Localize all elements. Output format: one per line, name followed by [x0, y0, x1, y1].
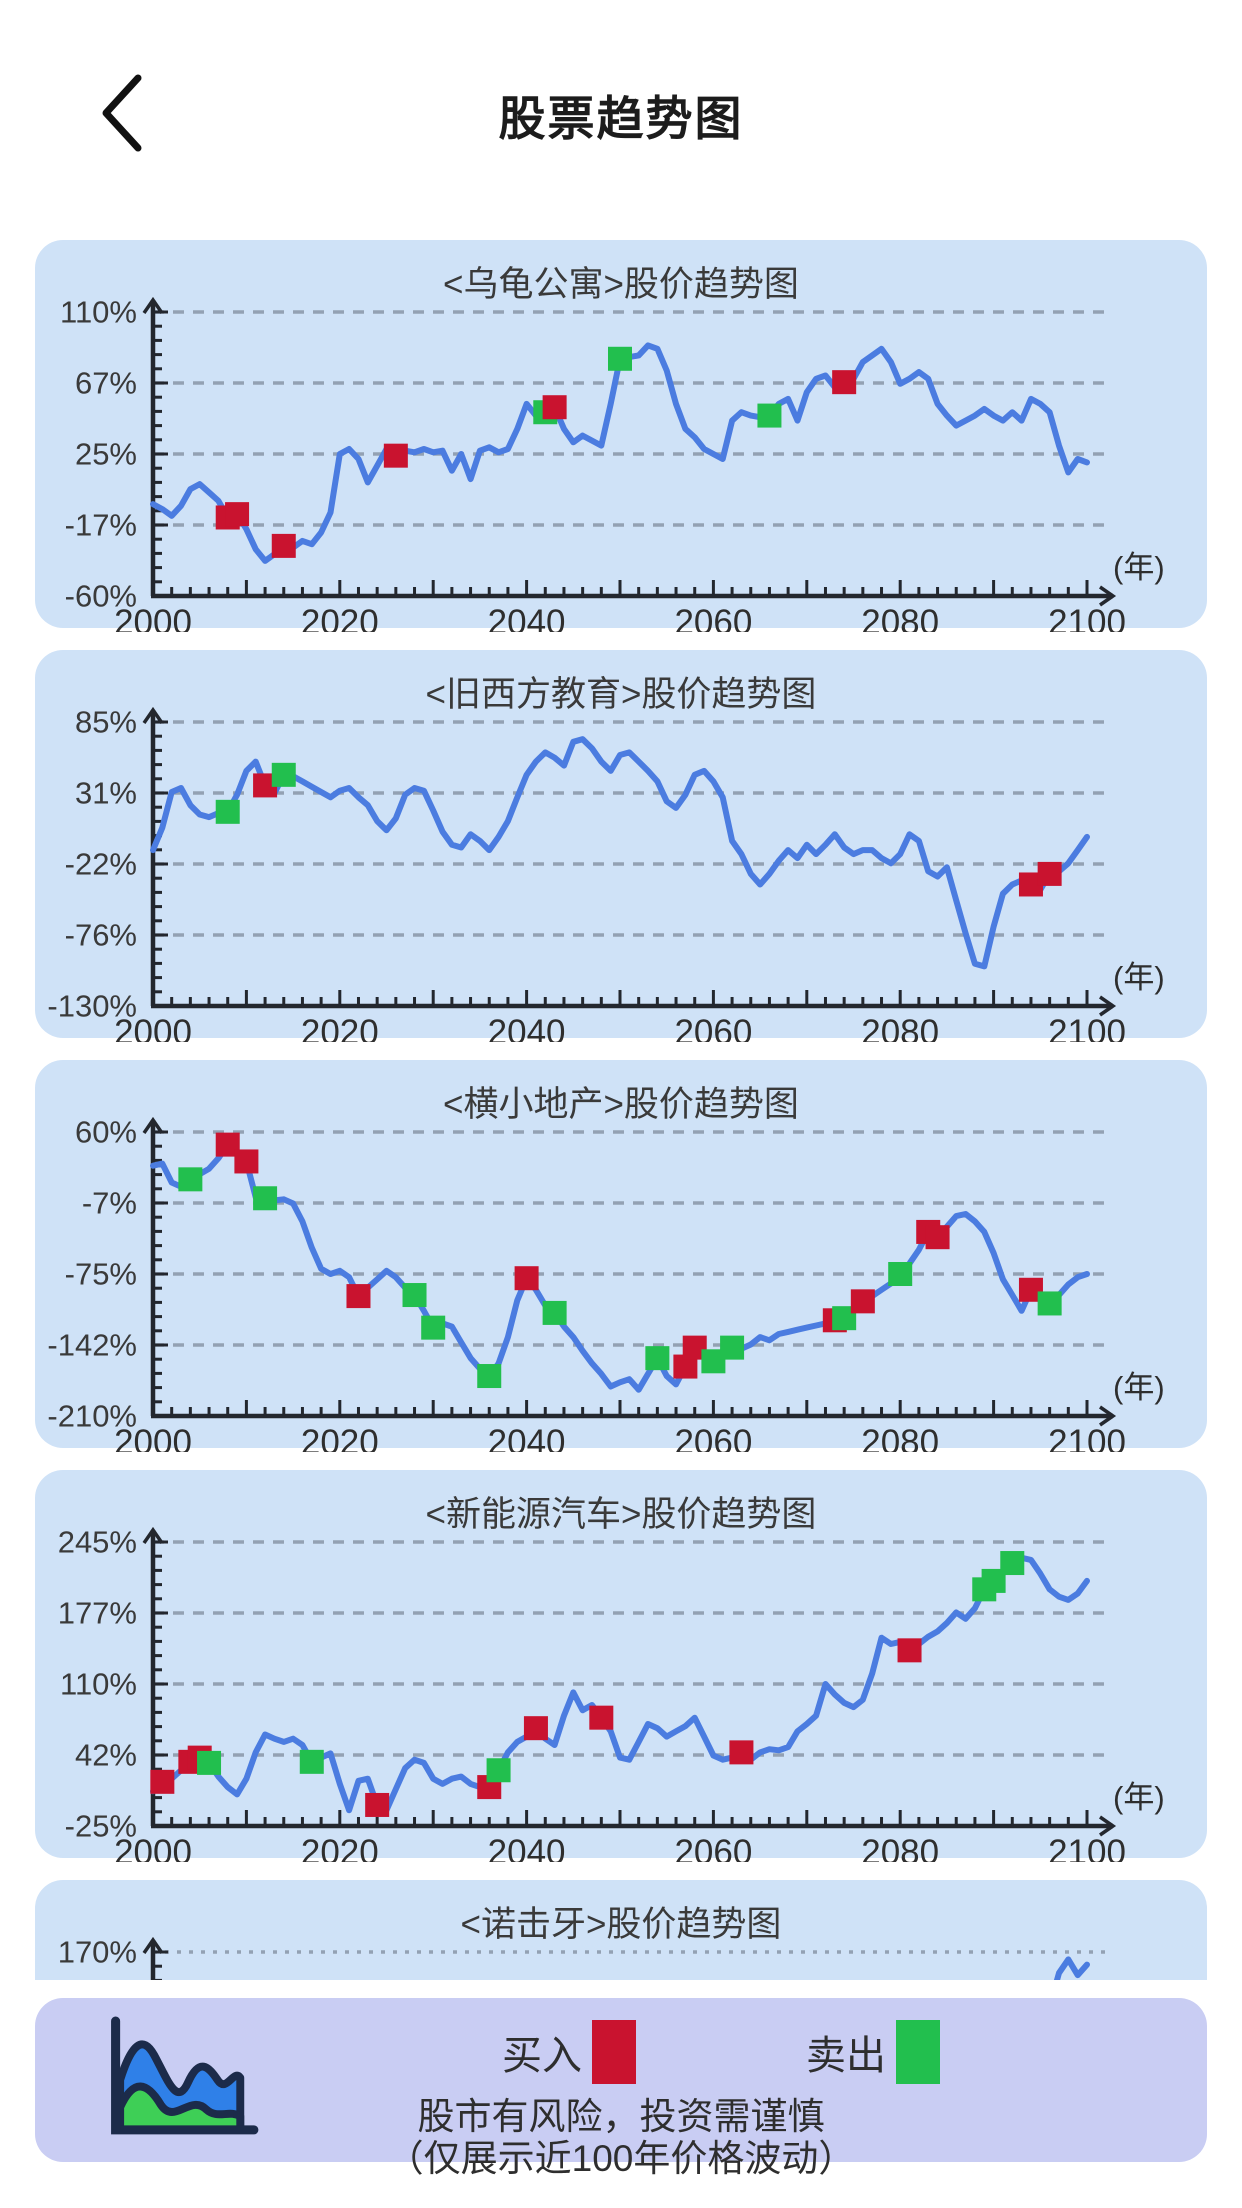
- svg-text:-22%: -22%: [65, 847, 137, 882]
- svg-text:170%: 170%: [58, 1936, 137, 1970]
- stock-trend-chart: 245% 177% 110% 42% -25%2000 2020 2040 2060 2080 2…: [58, 1526, 1165, 1862]
- svg-text:2020: 2020: [301, 1423, 379, 1452]
- legend-sell: 卖出: [806, 2020, 940, 2084]
- svg-text:2100: 2100: [1048, 603, 1126, 632]
- svg-text:(年): (年): [1113, 550, 1165, 585]
- buy-label: 买入: [502, 2034, 582, 2078]
- svg-text:2100: 2100: [1048, 1423, 1126, 1452]
- svg-text:2040: 2040: [488, 1833, 566, 1862]
- svg-text:31%: 31%: [75, 776, 137, 811]
- svg-text:2020: 2020: [301, 1013, 379, 1042]
- chart-title: <乌龟公寓>股价趋势图: [443, 265, 799, 304]
- svg-text:(年): (年): [1113, 1780, 1165, 1815]
- svg-text:2100: 2100: [1048, 1833, 1126, 1862]
- chart-card-xinnengyuan: <新能源汽车>股价趋势图 245% 177% 110% 42% -25% 2000 2020…: [35, 1470, 1207, 1862]
- sell-label: 卖出: [806, 2034, 886, 2078]
- chart-title: <横小地产>股价趋势图: [443, 1085, 799, 1124]
- legend-row: 买入 卖出: [275, 2020, 1167, 2084]
- svg-text:2080: 2080: [861, 603, 939, 632]
- svg-text:-17%: -17%: [65, 508, 137, 543]
- legend-buy: 买入: [502, 2020, 636, 2084]
- range-note: （仅展示近100年价格波动）: [386, 2138, 856, 2179]
- svg-text:2040: 2040: [488, 1423, 566, 1452]
- svg-text:2060: 2060: [674, 603, 752, 632]
- svg-text:85%: 85%: [75, 706, 137, 740]
- svg-text:2060: 2060: [674, 1013, 752, 1042]
- chart-card-jiuxifang: <旧西方教育>股价趋势图 85% 31% -22% -76% -130% 2000 2020…: [35, 650, 1207, 1042]
- svg-text:(年): (年): [1113, 960, 1165, 995]
- svg-text:110%: 110%: [60, 296, 137, 330]
- risk-disclaimer: 股市有风险，投资需谨慎: [417, 2096, 825, 2137]
- svg-text:2040: 2040: [488, 1013, 566, 1042]
- back-button[interactable]: [92, 70, 152, 156]
- svg-text:67%: 67%: [75, 366, 137, 401]
- svg-text:2000: 2000: [114, 1833, 192, 1862]
- page-title: 股票趋势图: [498, 92, 744, 145]
- sell-color-swatch: [896, 2020, 940, 2084]
- chart-card-hengxiao: <横小地产>股价趋势图 60% -7% -75% -142% -210% 2000 2020…: [35, 1060, 1207, 1452]
- chart-title: <诺击牙>股价趋势图: [460, 1905, 782, 1944]
- svg-text:2060: 2060: [674, 1423, 752, 1452]
- svg-text:2100: 2100: [1048, 1013, 1126, 1042]
- svg-text:177%: 177%: [58, 1596, 137, 1631]
- buy-color-swatch: [592, 2020, 636, 2084]
- svg-text:(年): (年): [1113, 1370, 1165, 1405]
- svg-text:2080: 2080: [861, 1013, 939, 1042]
- svg-text:-76%: -76%: [65, 918, 137, 953]
- svg-text:-25%: -25%: [65, 1809, 137, 1844]
- svg-text:2020: 2020: [301, 603, 379, 632]
- svg-text:2000: 2000: [114, 603, 192, 632]
- chevron-left-icon: [102, 74, 142, 152]
- svg-text:2040: 2040: [488, 603, 566, 632]
- svg-text:245%: 245%: [58, 1526, 137, 1560]
- svg-text:60%: 60%: [75, 1116, 137, 1150]
- svg-text:25%: 25%: [75, 437, 137, 472]
- area-chart-icon: [111, 2016, 259, 2135]
- stock-trend-chart: 110% 67% 25% -17% -60%2000 2020 2040 2060 2080 21…: [60, 296, 1165, 632]
- svg-text:-75%: -75%: [65, 1257, 137, 1292]
- svg-text:-130%: -130%: [47, 989, 137, 1024]
- svg-text:2000: 2000: [114, 1013, 192, 1042]
- svg-text:-7%: -7%: [82, 1186, 137, 1221]
- svg-text:2020: 2020: [301, 1833, 379, 1862]
- legend-panel: 买入 卖出 股市有风险，投资需谨慎 （仅展示近100年价格波动）: [35, 1998, 1207, 2179]
- svg-text:-210%: -210%: [47, 1399, 137, 1434]
- svg-text:-60%: -60%: [65, 579, 137, 614]
- chart-title: <旧西方教育>股价趋势图: [425, 675, 817, 714]
- svg-text:2080: 2080: [861, 1833, 939, 1862]
- svg-text:42%: 42%: [75, 1738, 137, 1773]
- svg-text:2000: 2000: [114, 1423, 192, 1452]
- chart-card-wugui: <乌龟公寓>股价趋势图 110% 67% 25% -17% -60% 2000 2020 20…: [35, 240, 1207, 632]
- svg-text:-142%: -142%: [47, 1328, 137, 1363]
- stock-trend-chart: 60% -7% -75% -142% -210%2000 2020 2040 2060 2080…: [47, 1116, 1165, 1452]
- svg-text:110%: 110%: [60, 1667, 137, 1702]
- svg-text:2080: 2080: [861, 1423, 939, 1452]
- stock-trend-chart: 85% 31% -22% -76% -130%2000 2020 2040 2060 2080 2…: [47, 706, 1165, 1042]
- chart-title: <新能源汽车>股价趋势图: [425, 1495, 817, 1534]
- svg-text:2060: 2060: [674, 1833, 752, 1862]
- chart-card-nuojiya: <诺击牙>股价趋势图 170%200020202040206020802100(…: [35, 1880, 1207, 1980]
